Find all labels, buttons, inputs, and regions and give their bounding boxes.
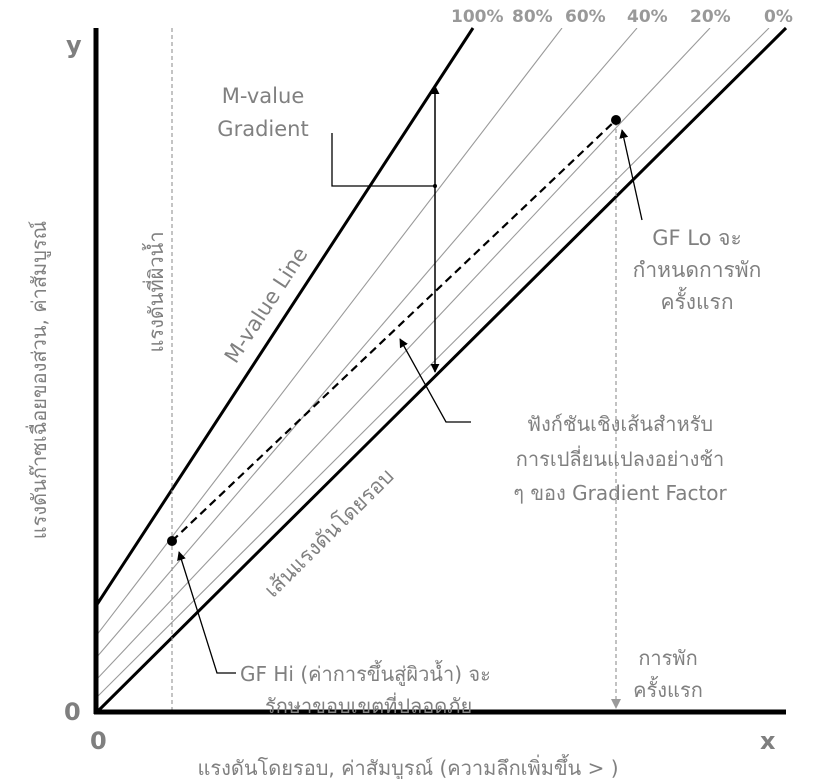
gf-lo-label-1: GF Lo จะ [652, 226, 741, 250]
gf-linear-function-line [171, 119, 617, 542]
gradient-line-60 [96, 28, 638, 659]
gradient-percentage-lines [96, 28, 770, 699]
m-value-line-label: M-value Line [220, 243, 313, 367]
gf-lo-label-3: ครั้งแรก [660, 287, 733, 314]
surface-pressure-label: แรงดันที่ผิวน้ำ [142, 231, 168, 352]
x-axis-zero: 0 [90, 727, 107, 755]
gf-lo-point [611, 115, 621, 125]
m-value-line [94, 27, 475, 607]
gradient-line-40 [96, 28, 711, 681]
first-stop-label-2: ครั้งแรก [633, 676, 703, 702]
linear-function-label-1: ฟังก์ชันเชิงเส้นสำหรับ [527, 412, 713, 436]
gradient-line-80 [96, 28, 563, 637]
y-axis-zero: 0 [64, 698, 81, 726]
gf-hi-arrow [177, 551, 236, 674]
ambient-pressure-line [94, 26, 788, 715]
gf-lo-label-2: กำหนดการพัก [633, 258, 762, 282]
gradient-line-20 [96, 28, 770, 699]
m-value-gradient-label-1: M-value [222, 84, 305, 108]
pct-label-20: 20% [690, 7, 731, 27]
gf-hi-point [167, 536, 177, 546]
gf-hi-label-2: รักษาขอบเขตที่ปลอดภัย [265, 692, 472, 718]
pct-label-60: 60% [565, 7, 606, 27]
y-axis-title: แรงดันก๊าซเฉื่อยของส่วน, ค่าสัมบูรณ์ [25, 221, 52, 539]
pct-label-80: 80% [512, 7, 553, 27]
gf-hi-label-1: GF Hi (ค่าการขึ้นสู่ผิวน้ำ) จะ [240, 660, 491, 687]
linear-function-label-2: การเปลี่ยนแปลงอย่างช้า [516, 445, 724, 471]
m-value-gradient-bracket [331, 133, 435, 187]
linear-function-arrow [399, 338, 471, 423]
pct-label-40: 40% [627, 7, 668, 27]
m-value-gradient-dot [433, 184, 437, 188]
first-stop-label-1: การพัก [638, 646, 697, 670]
x-axis-letter: x [760, 727, 776, 755]
pct-label-0: 0% [764, 7, 793, 27]
x-axis-title: แรงดันโดยรอบ, ค่าสัมบูรณ์ (ความลึกเพิ่มข… [197, 754, 618, 779]
y-axis-letter: y [66, 31, 82, 59]
gf-lo-arrow [619, 129, 643, 221]
pct-label-100: 100% [451, 7, 504, 27]
linear-function-label-3: ๆ ของ Gradient Factor [513, 481, 727, 505]
m-value-gradient-label-2: Gradient [217, 117, 308, 141]
